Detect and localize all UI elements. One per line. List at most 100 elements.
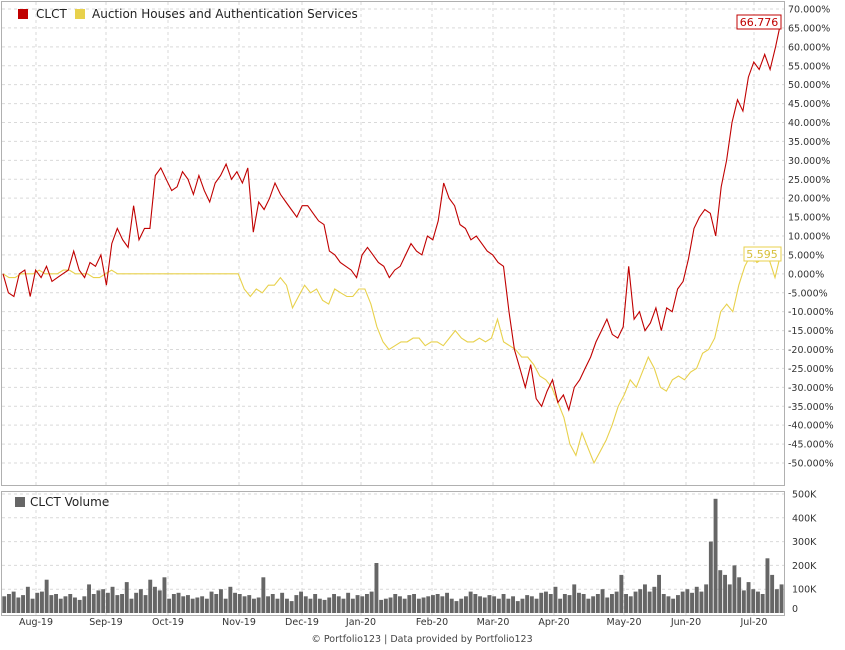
volume-bar [129, 598, 134, 613]
end-label-auction: 5.595 [743, 246, 782, 262]
volume-y-tick-label: 0 [792, 604, 798, 615]
volume-bar [228, 586, 233, 613]
legend-label-auction: Auction Houses and Authentication Servic… [92, 7, 358, 21]
volume-y-tick-label: 200K [792, 561, 817, 572]
volume-bar [478, 596, 482, 613]
volume-bar [600, 589, 605, 613]
volume-bar [652, 586, 657, 613]
volume-bar [732, 565, 737, 613]
y-tick-label: 35.000% [788, 137, 830, 148]
volume-bar [473, 594, 478, 613]
volume-bar [7, 594, 11, 613]
volume-bar [148, 579, 153, 613]
volume-bar [30, 598, 35, 613]
x-tick-label: Oct-19 [152, 617, 184, 628]
volume-bar [704, 584, 709, 613]
volume-bar [515, 601, 520, 613]
volume-bar [223, 598, 228, 613]
y-tick-label: 0.000% [788, 269, 824, 280]
volume-bar [539, 592, 544, 613]
volume-bar [350, 598, 355, 613]
y-tick-label: 50.000% [788, 80, 830, 91]
y-tick-label: -25.000% [788, 364, 834, 375]
volume-bar [2, 596, 7, 613]
volume-bar [676, 595, 680, 613]
volume-bar [694, 586, 699, 613]
volume-gridlines [2, 492, 784, 615]
y-tick-label: 10.000% [788, 232, 830, 243]
volume-bar [449, 598, 454, 613]
volume-bar [440, 596, 445, 613]
y-tick-label: 25.000% [788, 175, 830, 186]
y-tick-label: -40.000% [788, 421, 834, 432]
volume-bar [638, 589, 643, 613]
x-tick-label: Jan-20 [345, 617, 376, 628]
volume-bar [619, 574, 624, 613]
volume-bar [529, 596, 534, 613]
y-tick-label: 70.000% [788, 5, 830, 16]
volume-bar [110, 586, 115, 613]
end-label-clct-box [736, 14, 782, 30]
volume-bar [285, 598, 289, 613]
volume-bar [270, 594, 275, 613]
volume-bar [96, 590, 101, 613]
volume-bar [492, 596, 497, 613]
legend: CLCT Auction Houses and Authentication S… [18, 7, 358, 21]
volume-bar [718, 570, 723, 613]
legend-label-volume: CLCT Volume [30, 495, 109, 509]
volume-bar [647, 591, 652, 613]
volume-bar [101, 589, 106, 613]
volume-bar [233, 592, 237, 613]
volume-bar [562, 594, 567, 613]
volume-bar [727, 584, 732, 613]
volume-bar [398, 596, 402, 613]
volume-bar [143, 595, 148, 613]
legend-swatch-clct [18, 9, 28, 19]
volume-bar [388, 597, 393, 613]
volume-bar [661, 594, 666, 613]
x-tick-label: Jun-20 [670, 617, 701, 628]
volume-bar [313, 594, 318, 613]
volume-bar [120, 594, 124, 613]
y-tick-label: 65.000% [788, 23, 830, 34]
volume-bar [511, 596, 515, 613]
x-tick-label: Aug-19 [19, 617, 53, 628]
y-tick-label: 60.000% [788, 42, 830, 53]
volume-bar [591, 596, 596, 613]
volume-bar [577, 592, 581, 613]
volume-bar [756, 591, 760, 613]
volume-bar [534, 598, 539, 613]
volume-bar [256, 597, 261, 613]
volume-bar [496, 598, 501, 613]
volume-y-tick-label: 100K [792, 585, 817, 596]
volume-bar [322, 599, 327, 613]
volume-bar [666, 596, 671, 613]
legend-swatch-volume [15, 497, 25, 507]
volume-bar [21, 595, 25, 613]
volume-bar [369, 591, 374, 613]
volume-y-tick-label: 300K [792, 537, 817, 548]
volume-bar [303, 596, 308, 613]
volume-bar [157, 590, 162, 613]
volume-bar [699, 591, 704, 613]
volume-bar [774, 589, 779, 613]
volume-bar [553, 586, 558, 613]
volume-bar [181, 596, 186, 613]
y-tick-label: -35.000% [788, 402, 834, 413]
end-label-clct-text: 66.776 [740, 16, 779, 29]
volume-bar [299, 591, 303, 613]
x-tick-label: Dec-19 [285, 617, 319, 628]
y-tick-label: -20.000% [788, 345, 834, 356]
end-label-clct: 66.776 [736, 14, 782, 30]
y-tick-label: -15.000% [788, 326, 834, 337]
volume-bar [134, 592, 139, 613]
volume-bar [765, 558, 770, 613]
volume-y-tick-label: 500K [792, 490, 817, 501]
volume-bar [91, 594, 96, 613]
volume-bars [2, 498, 784, 613]
volume-bar [680, 591, 685, 613]
volume-bar [610, 594, 614, 613]
volume-bar [162, 577, 167, 613]
volume-bar [379, 599, 384, 613]
volume-bar [346, 592, 351, 613]
